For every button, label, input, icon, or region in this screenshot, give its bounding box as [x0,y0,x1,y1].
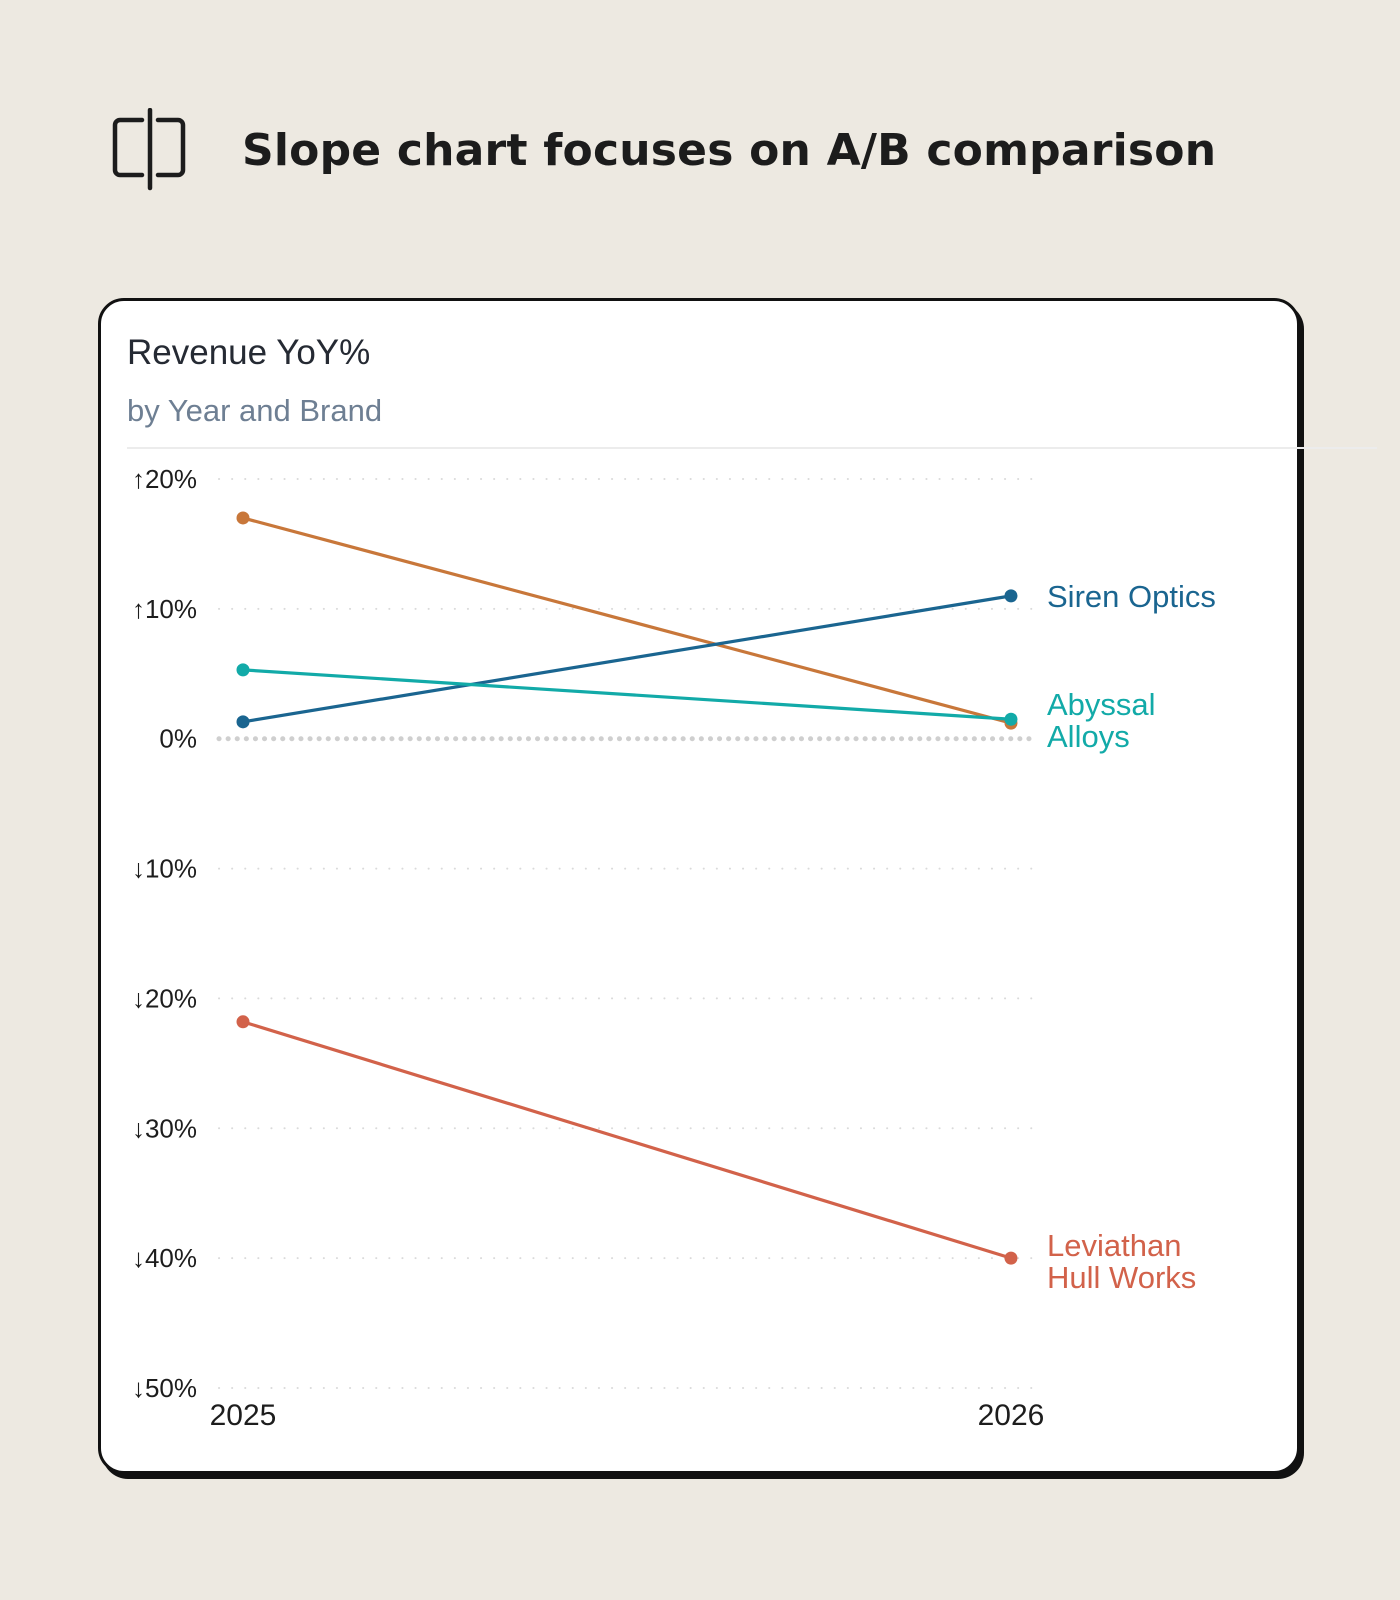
split-compare-icon [112,108,186,191]
y-tick-label: ↓50% [132,1373,197,1403]
y-tick-label: ↓40% [132,1243,197,1273]
series-end-label: Leviathan Hull Works [1047,1228,1196,1295]
series-abyssal-alloys [236,663,1018,726]
series-siren-optics [236,589,1018,729]
data-point [1004,712,1018,726]
label-layer: Siren Optics Abyssal Alloys Leviathan Hull W… [1047,579,1216,1295]
series-line [242,668,1012,721]
data-point [1004,589,1018,603]
slope-chart: ↑20% ↑10% 0% ↓10% ↓20% ↓30% ↓40% ↓50% 2025 2026 S… [132,464,1216,1432]
grid-layer: ↑20% ↑10% 0% ↓10% ↓20% ↓30% ↓40% ↓50% 2025 2026 [132,464,1044,1432]
chart-subtitle: by Year and Brand [127,393,383,428]
data-point [236,663,250,677]
series-line [242,516,1012,725]
page-title: Slope chart focuses on A/B comparison [242,124,1217,176]
series-unlabeled [236,511,1018,730]
series-leviathan-hull-works [236,1015,1018,1265]
chart-title: Revenue YoY% [127,333,371,372]
x-tick-label: 2026 [978,1399,1045,1432]
series-layer [236,511,1018,1265]
data-point [236,511,250,525]
y-tick-label: ↓10% [132,854,197,884]
series-line [242,1020,1012,1260]
y-tick-label: 0% [159,724,197,754]
series-end-label: Abyssal Alloys [1047,687,1156,754]
title-divider [127,447,1377,449]
series-line [242,594,1012,724]
y-tick-label: ↓30% [132,1113,197,1143]
page-header: Slope chart focuses on A/B comparison [110,108,1216,192]
data-point [1004,1251,1018,1265]
y-tick-label: ↑10% [132,594,197,624]
x-tick-label: 2025 [210,1399,277,1432]
y-tick-label: ↓20% [132,983,197,1013]
chart-card: Revenue YoY% by Year and Brand ↑20% ↑10% 0… [98,298,1377,1474]
series-end-label: Siren Optics [1047,579,1216,614]
data-point [236,715,250,729]
data-point [236,1015,250,1029]
y-tick-label: ↑20% [132,464,197,494]
